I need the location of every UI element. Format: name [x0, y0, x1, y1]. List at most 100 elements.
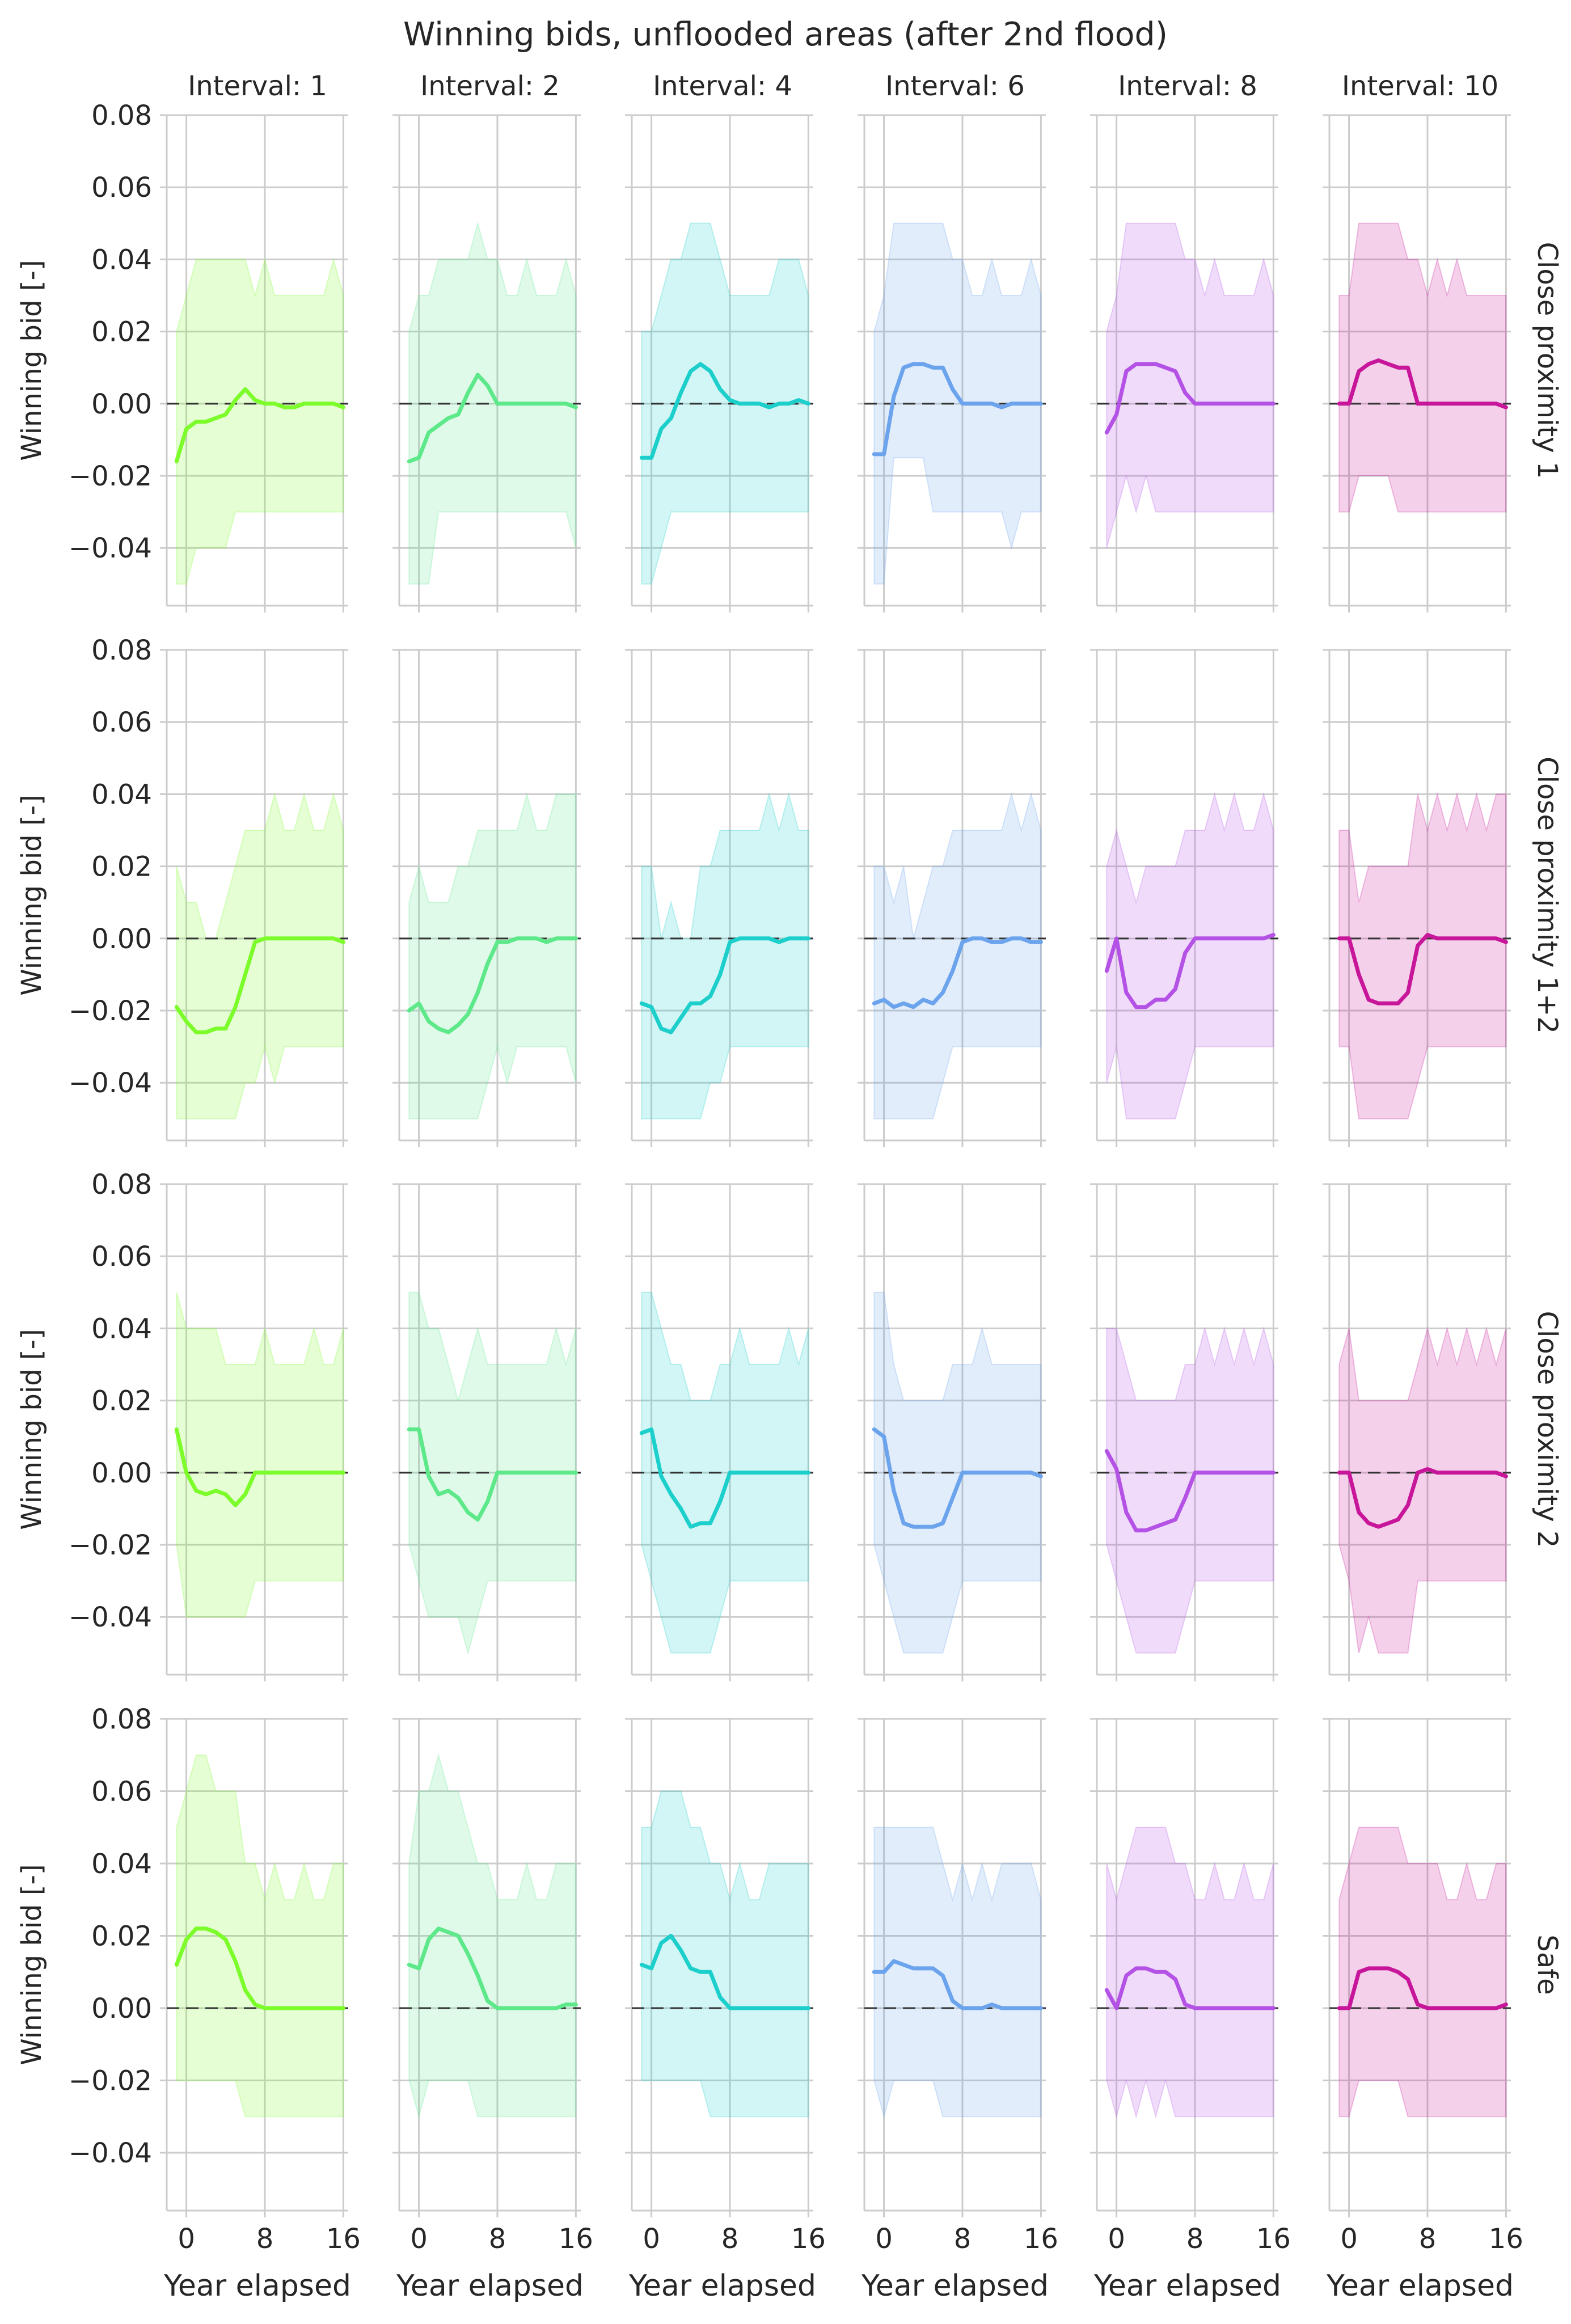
panel-r3-c2 — [392, 1183, 581, 1681]
panel-r2-c5 — [1090, 649, 1278, 1147]
range-band — [1338, 792, 1507, 1119]
range-band — [641, 1291, 809, 1654]
panel-r1-c4: Interval: 6 — [858, 70, 1046, 612]
panel-r4-c4: 0 8 16 Year elapsed — [858, 1718, 1058, 2303]
mean-line — [407, 936, 578, 1034]
mean-line — [872, 1427, 1043, 1529]
range-band — [873, 1827, 1042, 2119]
y-tick-label: 0.04 — [91, 1848, 152, 1880]
y-tick-label: −0.02 — [69, 460, 152, 492]
mean-line — [1337, 358, 1508, 409]
y-tick-label: 0.06 — [91, 707, 152, 738]
y-tick-label: 0.00 — [91, 923, 152, 955]
x-tick-label: 0 — [1108, 2223, 1125, 2255]
mean-line — [1104, 933, 1276, 1009]
range-band — [873, 222, 1042, 585]
y-tick-label: 0.04 — [91, 1313, 152, 1345]
x-tick-label: 8 — [1419, 2223, 1437, 2255]
mean-line — [1104, 362, 1276, 435]
range-band — [1106, 1827, 1274, 2119]
x-tick-label: 0 — [178, 2223, 195, 2255]
x-axis-label: Year elapsed — [628, 2269, 816, 2303]
mean-line — [407, 1926, 578, 2010]
range-band — [873, 1291, 1042, 1654]
x-tick-label: 8 — [721, 2223, 739, 2255]
y-tick-label: 0.04 — [91, 779, 152, 810]
mean-line — [639, 362, 810, 460]
range-band — [176, 1754, 344, 2118]
mean-line — [407, 1427, 578, 1522]
panel-grid: −0.04 −0.02 0.00 0.02 0.04 0.06 0.08 Winning bi… — [16, 70, 1563, 2303]
row-title: Safe — [1531, 1934, 1563, 1995]
x-tick-label: 16 — [559, 2223, 593, 2255]
x-tick-label: 16 — [791, 2223, 826, 2255]
y-axis-label: Winning bid [-] — [16, 260, 48, 460]
mean-line — [1104, 1966, 1276, 2010]
panel-r4-c1: −0.04 −0.02 0.00 0.02 0.04 0.06 0.08 Winning bi… — [16, 1704, 361, 2303]
x-tick-label: 0 — [410, 2223, 428, 2255]
range-band — [1338, 1326, 1507, 1654]
range-band — [408, 1752, 577, 2119]
y-tick-label: −0.04 — [69, 2137, 152, 2169]
y-tick-label: −0.02 — [69, 2065, 152, 2097]
y-tick-label: 0.06 — [91, 172, 152, 204]
y-axis-label: Winning bid [-] — [16, 1864, 48, 2065]
range-band — [176, 1292, 344, 1618]
range-band — [176, 792, 344, 1119]
mean-line — [872, 1959, 1043, 2010]
range-band — [408, 1291, 577, 1655]
y-tick-label: −0.04 — [69, 533, 152, 564]
range-band — [1338, 222, 1507, 513]
x-tick-label: 8 — [256, 2223, 274, 2255]
range-band — [176, 257, 344, 585]
column-title: Interval: 10 — [1342, 70, 1498, 102]
mean-line — [639, 1934, 810, 2010]
panel-r1-c2: Interval: 2 — [392, 70, 581, 612]
mean-line — [174, 1427, 345, 1507]
y-tick-label: 0.06 — [91, 1241, 152, 1273]
mean-line — [174, 387, 345, 464]
x-tick-label: 16 — [1256, 2223, 1291, 2255]
panel-r1-c6: Interval: 10 Close proximity 1 — [1323, 70, 1563, 612]
panel-r2-c6: Close proximity 1+2 — [1323, 649, 1563, 1147]
y-axis-label: Winning bid [-] — [16, 795, 48, 995]
panel-r3-c1: −0.04 −0.02 0.00 0.02 0.04 0.06 0.08 Winning bi… — [16, 1169, 348, 1681]
y-tick-label: −0.04 — [69, 1602, 152, 1633]
range-band — [408, 221, 577, 585]
y-axis-label: Winning bid [-] — [16, 1329, 48, 1529]
mean-line — [872, 362, 1043, 457]
panel-r1-c1: −0.04 −0.02 0.00 0.02 0.04 0.06 0.08 Winning bi… — [16, 70, 348, 612]
x-tick-label: 16 — [326, 2223, 361, 2255]
x-tick-label: 0 — [875, 2223, 893, 2255]
y-tick-label: 0.02 — [91, 1385, 152, 1417]
panel-r3-c5 — [1090, 1183, 1278, 1681]
range-band — [641, 1790, 809, 2118]
mean-line — [174, 1926, 345, 2010]
column-title: Interval: 8 — [1118, 70, 1257, 102]
range-band — [1106, 222, 1274, 548]
panel-r4-c2: 0 8 16 Year elapsed — [392, 1718, 593, 2303]
mean-line — [1337, 933, 1508, 1005]
y-tick-label: 0.08 — [91, 1169, 152, 1201]
x-axis-label: Year elapsed — [1093, 2269, 1281, 2303]
mean-line — [1104, 1449, 1276, 1533]
row-title: Close proximity 1+2 — [1531, 757, 1563, 1034]
mean-line — [1337, 1467, 1508, 1529]
x-axis-label: Year elapsed — [861, 2269, 1049, 2303]
panel-r1-c5: Interval: 8 — [1090, 70, 1278, 612]
range-band — [1106, 792, 1274, 1119]
y-tick-label: −0.02 — [69, 995, 152, 1027]
x-tick-label: 0 — [1340, 2223, 1358, 2255]
y-tick-label: −0.04 — [69, 1067, 152, 1099]
panel-r4-c3: 0 8 16 Year elapsed — [625, 1718, 826, 2303]
mean-line — [1337, 1966, 1508, 2010]
y-tick-label: 0.00 — [91, 388, 152, 420]
panel-r3-c3 — [625, 1183, 813, 1681]
column-title: Interval: 2 — [420, 70, 560, 102]
x-tick-label: 16 — [1489, 2223, 1523, 2255]
y-tick-label: 0.08 — [91, 100, 152, 132]
mean-line — [639, 1427, 810, 1529]
panel-r3-c6: Close proximity 2 — [1323, 1183, 1563, 1681]
